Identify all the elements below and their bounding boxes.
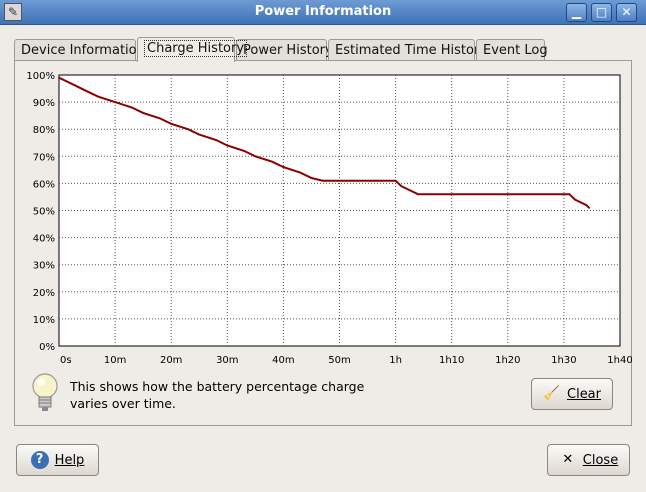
charge-point: [63, 79, 66, 82]
tab-device-information[interactable]: Device Information: [14, 39, 145, 61]
charge-point: [243, 149, 246, 152]
charge-point: [568, 193, 571, 196]
y-tick-label: 60%: [33, 179, 55, 190]
broom-icon: 🧹: [543, 386, 561, 401]
y-tick-label: 80%: [33, 125, 55, 136]
close-icon: ✕: [562, 452, 574, 467]
close-button[interactable]: ✕ Close: [547, 444, 630, 476]
charge-point: [97, 95, 100, 98]
graph-grid: [59, 75, 620, 346]
tab-power-history[interactable]: Power History: [236, 39, 333, 61]
charge-point: [282, 166, 285, 169]
title-bar: ✎ Power Information ▁ □ ✕: [0, 0, 646, 25]
charge-point: [400, 185, 403, 188]
tab-event-log[interactable]: Event Log: [476, 39, 548, 61]
charge-point: [142, 112, 145, 114]
charge-point: [86, 90, 88, 93]
y-tick-label: 20%: [33, 288, 55, 299]
x-axis: 0s 10m 20m 30m 40m 50m 1h 1h10 1h20 1h30 1h40: [60, 355, 633, 366]
charge-points: [58, 76, 591, 209]
x-tick-label: 40m: [272, 355, 294, 366]
help-button[interactable]: ? Help: [16, 444, 99, 476]
charge-point: [310, 177, 313, 179]
lightbulb-icon: [32, 373, 58, 411]
tab-charge-history[interactable]: Charge History: [137, 37, 248, 62]
maximize-icon: □: [595, 5, 608, 19]
charge-point: [159, 117, 161, 120]
x-tick-label: 20m: [160, 355, 182, 366]
charge-point: [58, 76, 60, 79]
charge-point: [187, 128, 189, 131]
charge-point: [271, 160, 274, 163]
y-tick-label: 90%: [33, 98, 55, 109]
x-tick-label: 1h40: [607, 355, 632, 366]
hint-text: This shows how the battery percentage ch…: [70, 379, 365, 411]
charge-point: [74, 84, 77, 87]
charge-point: [411, 190, 414, 193]
charge-point: [114, 101, 116, 103]
y-tick-label: 50%: [33, 207, 55, 218]
maximize-button[interactable]: □: [591, 3, 612, 22]
x-tick-label: 1h10: [439, 355, 464, 366]
charge-point: [417, 193, 419, 196]
charge-point: [254, 155, 257, 158]
y-tick-label: 40%: [33, 234, 55, 245]
x-tick-label: 1h30: [551, 355, 576, 366]
minimize-button[interactable]: ▁: [566, 3, 587, 22]
charge-point: [588, 206, 591, 209]
charge-point: [215, 139, 217, 141]
charge-point: [321, 179, 324, 182]
y-tick-label: 100%: [26, 71, 55, 82]
charge-point: [198, 133, 201, 136]
y-tick-label: 30%: [33, 261, 55, 272]
help-icon: ?: [30, 451, 49, 469]
charge-point: [226, 144, 229, 147]
close-icon: ✕: [621, 5, 632, 19]
x-tick-label: 1h20: [495, 355, 520, 366]
charge-point: [585, 204, 588, 206]
charge-point: [131, 106, 133, 109]
window-title: Power Information: [254, 4, 392, 19]
y-axis: 100% 90% 80% 70% 60% 50% 40% 30% 20% 10% 0%: [26, 71, 55, 353]
charge-point: [574, 198, 577, 201]
minimize-icon: ▁: [571, 5, 582, 19]
charge-point: [394, 179, 397, 182]
x-tick-label: 30m: [216, 355, 238, 366]
app-icon[interactable]: ✎: [4, 3, 22, 21]
x-tick-label: 10m: [104, 355, 126, 366]
clear-button[interactable]: 🧹 Clear: [531, 378, 613, 410]
x-tick-label: 50m: [328, 355, 350, 366]
charge-point: [299, 171, 302, 174]
charge-point: [170, 122, 173, 125]
y-tick-label: 10%: [33, 315, 55, 326]
charge-series-line: [58, 76, 590, 209]
y-tick-label: 70%: [33, 152, 55, 163]
charge-point: [579, 201, 582, 204]
close-window-button[interactable]: ✕: [616, 3, 637, 22]
y-tick-label: 0%: [39, 342, 55, 353]
x-tick-label: 1h: [389, 355, 402, 366]
x-tick-label: 0s: [60, 355, 72, 366]
tab-estimated-time-history[interactable]: Estimated Time History: [328, 39, 487, 61]
